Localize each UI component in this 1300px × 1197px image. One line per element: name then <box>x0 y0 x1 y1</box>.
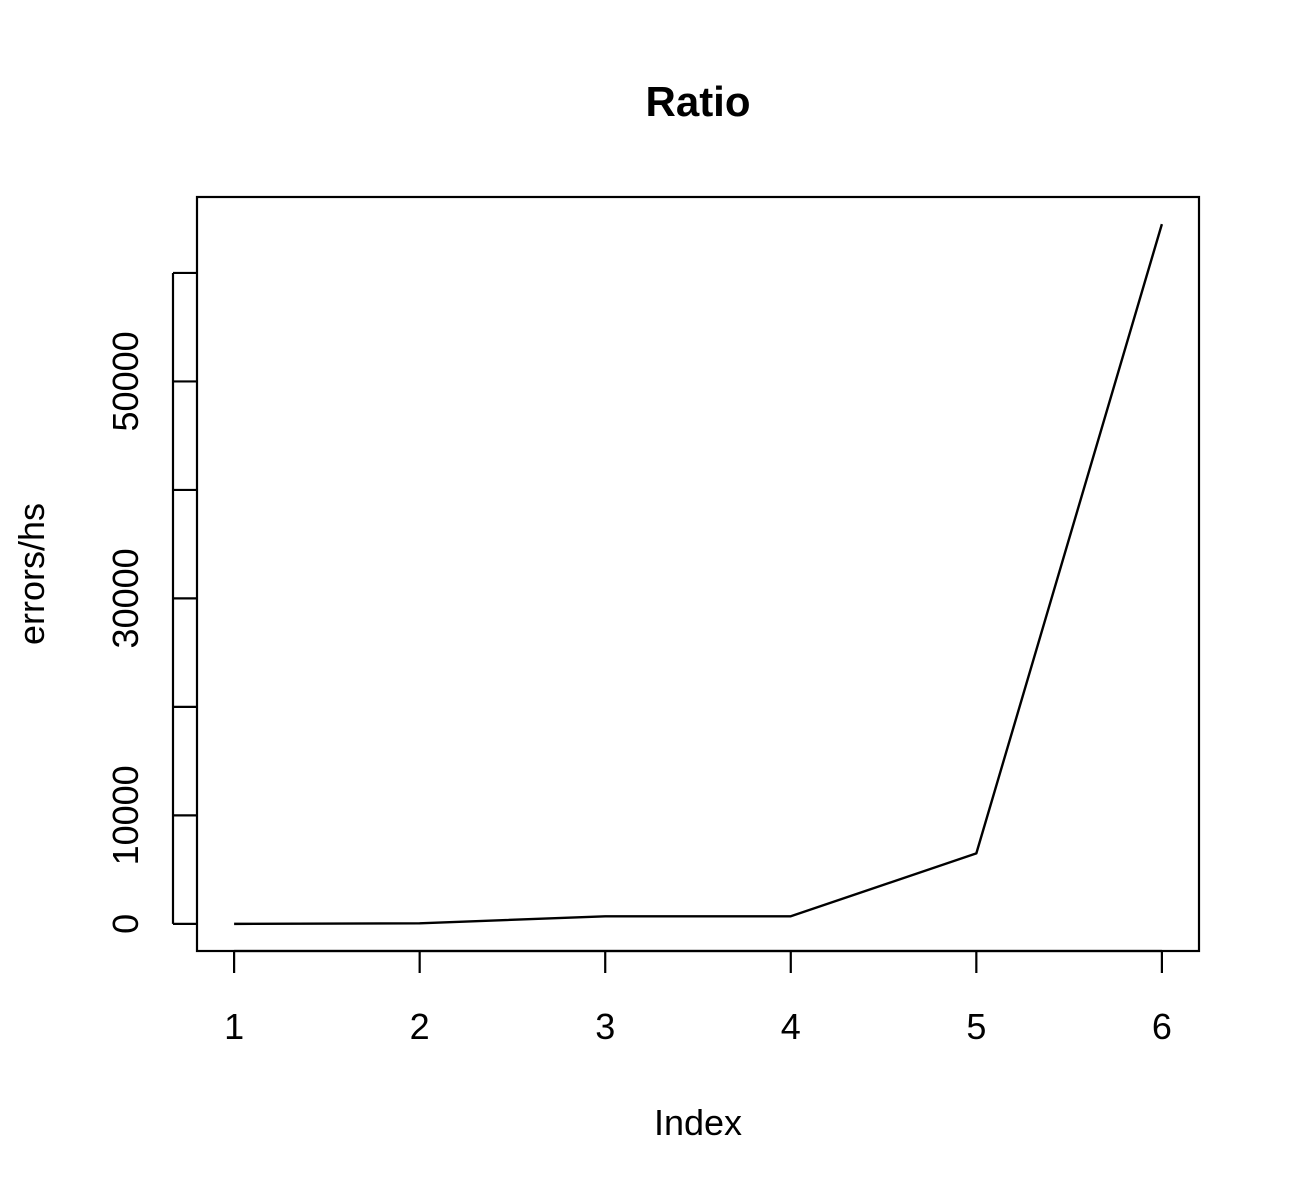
x-tick-label: 1 <box>224 1006 244 1047</box>
chart-title: Ratio <box>646 78 751 125</box>
x-axis-label: Index <box>654 1102 742 1143</box>
y-tick-label: 10000 <box>105 765 146 865</box>
x-tick-label: 4 <box>781 1006 801 1047</box>
x-tick-label: 3 <box>595 1006 615 1047</box>
y-tick-label: 30000 <box>105 548 146 648</box>
x-tick-label: 5 <box>966 1006 986 1047</box>
y-axis-label: errors/hs <box>11 503 52 645</box>
y-tick-label: 50000 <box>105 331 146 431</box>
y-tick-label: 0 <box>105 914 146 934</box>
x-tick-label: 6 <box>1152 1006 1172 1047</box>
x-axis: 1 2 3 4 5 6 <box>224 949 1172 1047</box>
plot-frame <box>195 195 1201 953</box>
series-group <box>234 223 1164 926</box>
series-line <box>234 223 1164 926</box>
x-tick-label: 2 <box>410 1006 430 1047</box>
y-axis: 0 10000 30000 50000 <box>105 271 197 934</box>
